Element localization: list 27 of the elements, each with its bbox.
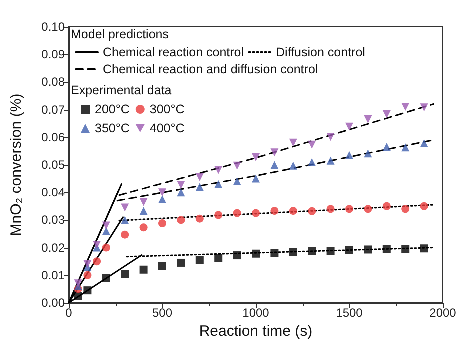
x-tick-label: 1000 bbox=[242, 306, 270, 320]
y-tick-label: 0.06 bbox=[42, 130, 66, 144]
y-tick-label: 0.00 bbox=[42, 296, 66, 310]
x-axis-title: Reaction time (s) bbox=[199, 322, 313, 340]
legend-label: 200°C bbox=[95, 102, 130, 116]
legend-label: Chemical reaction control bbox=[103, 46, 244, 60]
x-tick-label: 2000 bbox=[430, 306, 457, 320]
y-axis-title: MnO₂ conversion (%) bbox=[8, 94, 25, 236]
x-tick-label: 500 bbox=[152, 306, 173, 320]
y-tick-label: 0.03 bbox=[42, 213, 66, 228]
legend-label: 350°C bbox=[95, 122, 130, 136]
annotation: Model predictions bbox=[71, 28, 169, 42]
legend-label: 300°C bbox=[150, 102, 185, 116]
x-tick-label: 1500 bbox=[336, 306, 364, 320]
annotation: Experimental data bbox=[71, 84, 172, 98]
y-tick-label: 0.09 bbox=[42, 48, 66, 62]
y-tick-label: 0.08 bbox=[42, 75, 66, 90]
y-tick-label: 0.04 bbox=[42, 186, 66, 200]
x-tick-label: 0 bbox=[66, 306, 73, 320]
y-tick-label: 0.02 bbox=[42, 240, 66, 255]
y-tick-label: 0.01 bbox=[42, 268, 66, 282]
legend-label: Chemical reaction and diffusion control bbox=[103, 62, 318, 76]
legend-label: 400°C bbox=[150, 122, 185, 136]
legend-label: Diffusion control bbox=[276, 46, 366, 60]
y-tick-label: 0.07 bbox=[42, 102, 66, 117]
y-tick-label: 0.10 bbox=[42, 20, 66, 34]
y-tick-label: 0.05 bbox=[42, 158, 66, 172]
